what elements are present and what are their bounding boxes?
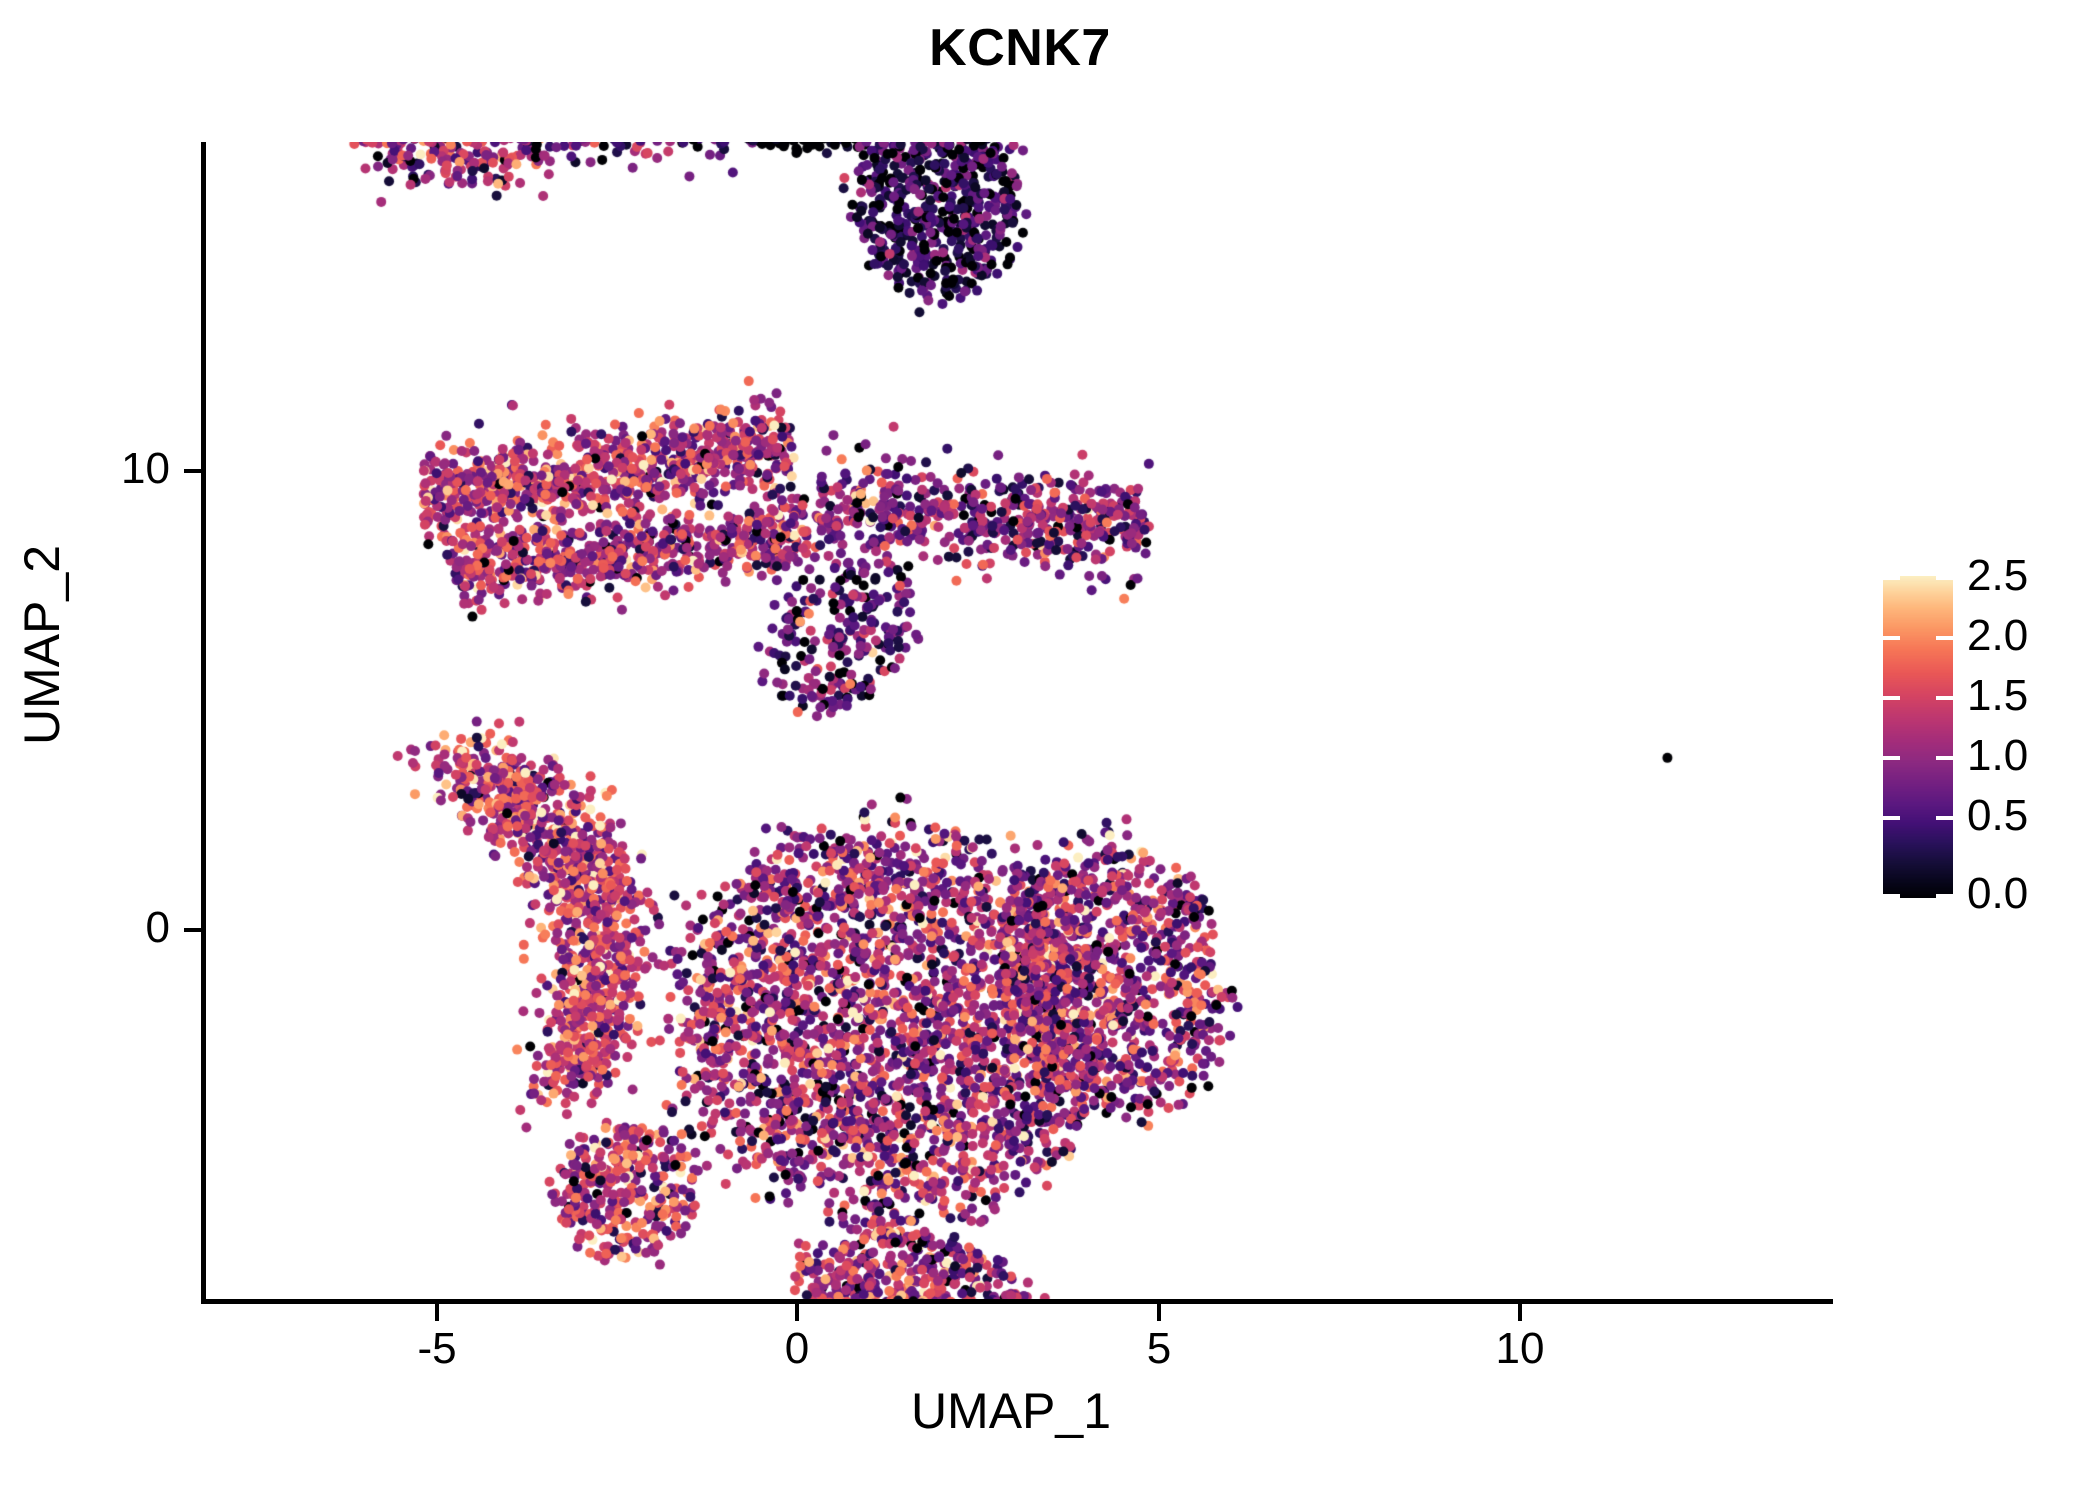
colorbar-tick <box>1936 816 1953 820</box>
colorbar-tick <box>1883 756 1900 760</box>
colorbar-tick-label: 2.5 <box>1967 551 2029 600</box>
x-tick-label: 0 <box>784 1324 810 1373</box>
colorbar <box>1883 576 1953 898</box>
colorbar-tick-label: 0.0 <box>1967 869 2029 918</box>
colorbar-tick <box>1883 636 1900 640</box>
colorbar-tick <box>1936 894 1953 898</box>
x-axis-label: UMAP_1 <box>910 1383 1112 1439</box>
x-tick-mark <box>795 1304 799 1321</box>
colorbar-tick <box>1936 576 1953 580</box>
colorbar-tick-label: 0.5 <box>1967 791 2029 840</box>
plot-panel <box>205 142 1833 1302</box>
y-tick-mark <box>184 469 201 473</box>
colorbar-tick <box>1936 696 1953 700</box>
colorbar-tick <box>1883 696 1900 700</box>
x-tick-mark <box>435 1304 439 1321</box>
page-title: KCNK7 <box>929 19 1111 77</box>
colorbar-tick <box>1883 894 1900 898</box>
colorbar-legend: 2.5 2.0 1.5 1.0 0.5 0.0 <box>1883 554 2083 916</box>
colorbar-tick <box>1936 636 1953 640</box>
y-tick-label: 10 <box>121 444 170 493</box>
x-tick-label: 5 <box>1146 1324 1172 1373</box>
x-tick-label: -5 <box>417 1324 457 1373</box>
colorbar-tick-label: 1.0 <box>1967 731 2029 780</box>
y-tick-label: 0 <box>145 903 170 952</box>
y-axis-label: UMAP_2 <box>14 544 70 746</box>
x-tick-mark <box>1157 1304 1161 1321</box>
colorbar-tick <box>1936 756 1953 760</box>
x-tick-label: 10 <box>1495 1324 1545 1373</box>
scatter-plot-canvas <box>205 142 1833 1302</box>
y-tick-mark <box>184 928 201 932</box>
colorbar-tick <box>1883 576 1900 580</box>
colorbar-tick-label: 1.5 <box>1967 671 2029 720</box>
x-tick-mark <box>1518 1304 1522 1321</box>
colorbar-tick-label: 2.0 <box>1967 611 2029 660</box>
colorbar-tick <box>1883 816 1900 820</box>
y-axis-line <box>201 142 206 1304</box>
colorbar-gradient <box>1883 576 1953 898</box>
x-axis-line <box>201 1299 1833 1304</box>
